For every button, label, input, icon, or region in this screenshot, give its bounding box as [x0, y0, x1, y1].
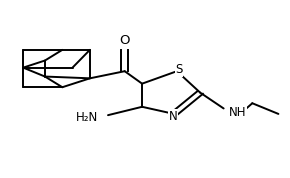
Text: H₂N: H₂N: [76, 111, 99, 124]
Text: O: O: [119, 34, 130, 47]
Text: N: N: [169, 109, 178, 123]
Text: NH: NH: [229, 106, 246, 119]
Text: S: S: [175, 63, 183, 76]
